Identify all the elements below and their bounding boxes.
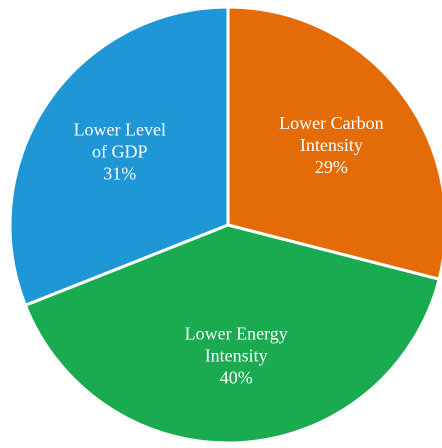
pie-slice-lower-level-of-gdp	[8, 5, 230, 307]
pie-slice-lower-carbon-intensity	[226, 5, 442, 281]
slice-label-lower-energy-intensity: Lower Energy Intensity 40%	[185, 324, 288, 388]
slice-name-line-lower-level-of-gdp: of GDP	[92, 142, 148, 162]
slice-value-lower-energy-intensity: 40%	[220, 368, 253, 388]
slice-name-line-lower-carbon-intensity: Lower Carbon	[279, 113, 383, 133]
slice-value-lower-level-of-gdp: 31%	[103, 164, 136, 184]
slice-label-lower-level-of-gdp: Lower Level of GDP 31%	[74, 120, 166, 184]
slice-name-line-lower-energy-intensity: Intensity	[205, 346, 268, 366]
slice-name-line-lower-energy-intensity: Lower Energy	[185, 324, 288, 344]
slice-name-line-lower-level-of-gdp: Lower Level	[74, 120, 166, 140]
slice-name-line-lower-carbon-intensity: Intensity	[300, 135, 363, 155]
slice-value-lower-carbon-intensity: 29%	[315, 157, 348, 177]
pie-slices	[8, 5, 442, 445]
pie-slice-lower-energy-intensity	[23, 223, 441, 445]
slice-label-lower-carbon-intensity: Lower Carbon Intensity 29%	[279, 113, 383, 177]
pie-labels: Lower Carbon Intensity 29%Lower Energy Inte…	[74, 113, 384, 388]
